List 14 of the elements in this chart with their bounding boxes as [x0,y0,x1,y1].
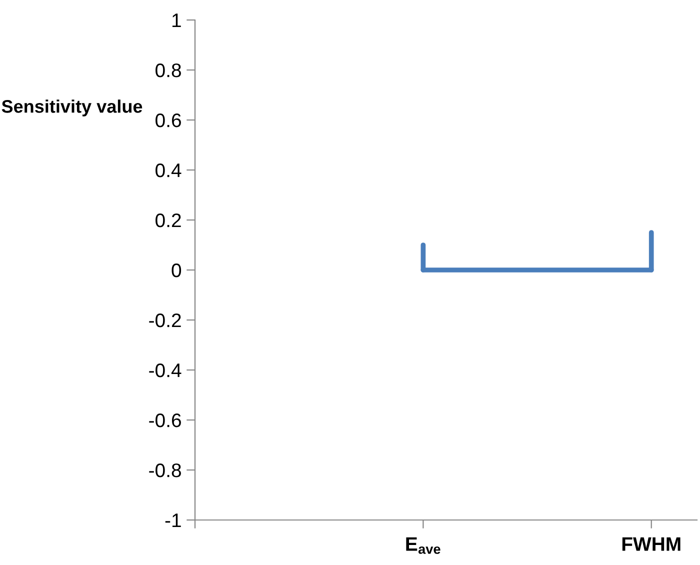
y-tick-label: -0.4 [149,363,182,378]
y-axis-title: Sensitivity value [2,100,142,116]
x-tick-label: E$_{ave}$ [406,537,440,554]
y-tick-label: 0 [172,263,182,278]
x-tick-label: FWHM [622,537,680,551]
y-tick-label: -0.8 [149,463,181,478]
y-tick-label: 1 [172,14,181,28]
y-tick-label: -0.2 [149,313,181,328]
y-tick-label: 0.8 [156,63,181,78]
y-tick-label: 0.2 [156,213,181,228]
y-tick-label: 0.4 [156,163,182,178]
y-tick-label: -0.6 [149,413,181,428]
y-tick-label: 0.6 [156,113,181,128]
y-tick-label: -1 [165,514,181,528]
